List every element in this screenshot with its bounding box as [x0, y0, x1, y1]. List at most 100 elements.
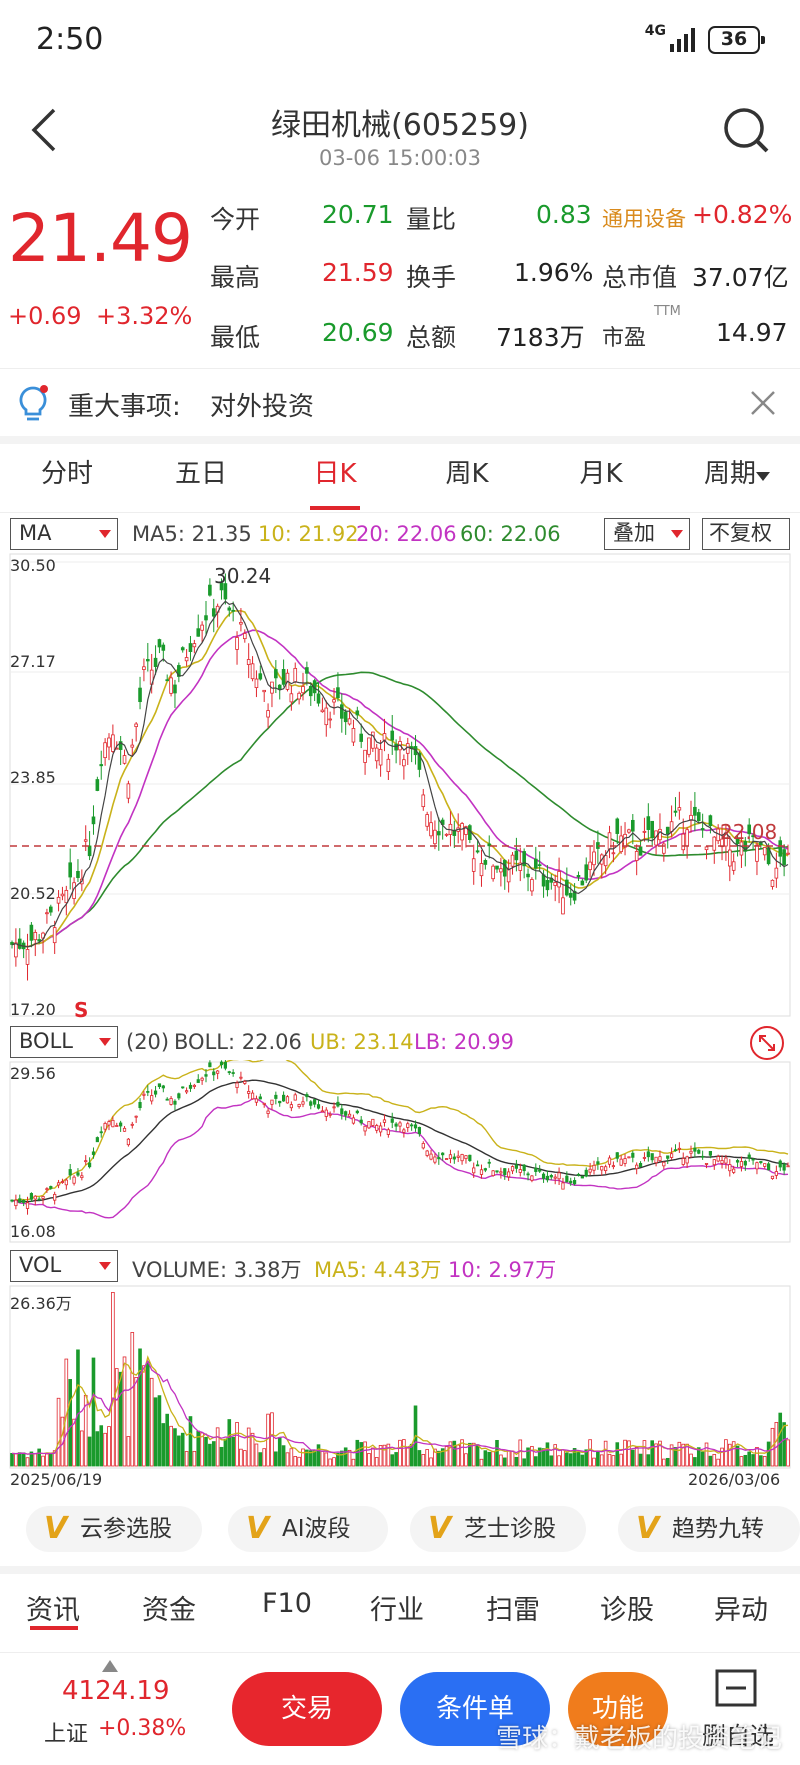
- candle-body: [308, 685, 313, 697]
- candle-body: [495, 865, 499, 870]
- boll-candle-body: [235, 1082, 239, 1088]
- condition-order-button[interactable]: 条件单: [400, 1672, 550, 1746]
- chip-ai-band[interactable]: V AI波段: [228, 1506, 388, 1552]
- close-icon[interactable]: [748, 388, 778, 418]
- tab-period[interactable]: 周期: [703, 459, 756, 489]
- volume-bar: [80, 1430, 84, 1467]
- chip-trend-nine[interactable]: V 趋势九转: [618, 1506, 800, 1552]
- volume-bar: [10, 1453, 14, 1467]
- ma-selector[interactable]: MA: [10, 518, 118, 550]
- boll-selector[interactable]: BOLL: [10, 1026, 118, 1058]
- volume-bar: [766, 1441, 771, 1467]
- candle-body: [782, 849, 786, 865]
- boll-candle-body: [49, 1186, 53, 1189]
- boll-candle-body: [611, 1165, 616, 1168]
- boll-candle-body: [56, 1182, 61, 1186]
- quote-datetime: 03-06 15:00:03: [318, 146, 481, 170]
- overlay-selector[interactable]: 叠加: [604, 518, 690, 550]
- btab-funds[interactable]: 资金: [142, 1595, 196, 1626]
- boll-candle-body: [596, 1161, 600, 1165]
- chip-cloud-pick[interactable]: V 云参选股: [26, 1506, 202, 1552]
- boll-candle-body: [739, 1161, 744, 1167]
- candle-body: [464, 826, 468, 835]
- vol-selector[interactable]: VOL: [10, 1250, 118, 1282]
- boll-candle-body: [600, 1166, 604, 1171]
- btab-risk-scan[interactable]: 扫雷: [486, 1595, 540, 1626]
- volume-bar: [382, 1444, 387, 1467]
- y-tick: 27.17: [10, 652, 56, 671]
- candle-body: [157, 639, 162, 648]
- kline-chart[interactable]: [0, 548, 800, 1024]
- candle-body: [475, 850, 480, 853]
- back-button[interactable]: [26, 102, 66, 158]
- candle-body: [778, 840, 783, 857]
- volume-bar: [308, 1450, 313, 1467]
- btab-news[interactable]: 资讯: [26, 1595, 80, 1626]
- candle-body: [180, 647, 185, 651]
- volume-bar: [755, 1446, 759, 1467]
- volume-bar: [355, 1439, 360, 1467]
- volume-bar: [258, 1452, 263, 1467]
- candle-body: [339, 704, 344, 719]
- volume-bar: [281, 1445, 286, 1467]
- volume-bar: [157, 1395, 162, 1467]
- volume-bar: [448, 1441, 453, 1467]
- boll-chart[interactable]: [0, 1060, 800, 1244]
- index-change: +0.38%: [98, 1716, 187, 1741]
- tab-five-day[interactable]: 五日: [174, 459, 227, 489]
- tab-weekly-k[interactable]: 周K: [445, 459, 489, 489]
- sector-name[interactable]: 通用设备: [602, 207, 686, 231]
- volume-bar: [739, 1456, 744, 1467]
- volume-bar: [638, 1453, 643, 1467]
- function-button[interactable]: 功能: [568, 1672, 668, 1746]
- boll-candle-body: [720, 1160, 724, 1164]
- remove-watchlist-label[interactable]: 删自选: [702, 1722, 774, 1750]
- remove-watchlist-icon[interactable]: [714, 1668, 758, 1708]
- candle-body: [33, 931, 38, 941]
- boll-candle-body: [378, 1125, 383, 1133]
- event-bar[interactable]: [0, 370, 800, 436]
- candle-body: [623, 833, 627, 848]
- boll-candle-body: [406, 1123, 410, 1128]
- candle-body: [274, 669, 278, 679]
- btab-industry[interactable]: 行业: [370, 1595, 424, 1626]
- expand-icon[interactable]: [748, 1024, 786, 1062]
- boll-candle-body: [468, 1154, 472, 1161]
- candle-body: [76, 870, 80, 878]
- boll-candle-body: [770, 1175, 775, 1180]
- search-button[interactable]: [720, 104, 772, 156]
- candle-body: [565, 879, 569, 896]
- candle-body: [483, 860, 488, 865]
- volume-chart[interactable]: [0, 1284, 800, 1470]
- tab-monthly-k[interactable]: 月K: [579, 459, 623, 489]
- adjust-button[interactable]: 不复权: [702, 518, 790, 550]
- btab-f10[interactable]: F10: [262, 1588, 312, 1619]
- volume-bar: [619, 1453, 623, 1467]
- boll-candle-body: [200, 1077, 204, 1081]
- boll-candle-body: [107, 1121, 111, 1126]
- pe-label: 市盈: [602, 326, 647, 351]
- btab-unusual[interactable]: 异动: [714, 1595, 768, 1626]
- tab-daily-k[interactable]: 日K: [313, 459, 357, 489]
- candle-body: [297, 692, 301, 700]
- boll-candle-body: [604, 1166, 608, 1172]
- boll-candle-body: [642, 1157, 647, 1159]
- candle-body: [514, 850, 519, 861]
- volume-bar: [336, 1452, 340, 1467]
- volume-bar: [111, 1292, 115, 1467]
- vol-ratio-value: 0.83: [536, 200, 592, 229]
- boll-candle-body: [545, 1175, 550, 1181]
- boll-candle-body: [767, 1163, 771, 1171]
- candle-body: [118, 741, 123, 750]
- boll-candle-body: [177, 1093, 181, 1099]
- volume-bar: [56, 1397, 61, 1467]
- trade-button[interactable]: 交易: [232, 1672, 382, 1746]
- vol-ratio-label: 量比: [406, 205, 457, 234]
- chip-cheese-diagnose[interactable]: V 芝士诊股: [410, 1506, 586, 1552]
- tab-intraday[interactable]: 分时: [40, 459, 93, 489]
- series-path: [11, 629, 789, 948]
- candle-body: [429, 822, 433, 837]
- candle-body: [173, 684, 177, 694]
- boll-candle-body: [670, 1153, 674, 1158]
- btab-diagnose[interactable]: 诊股: [600, 1595, 654, 1626]
